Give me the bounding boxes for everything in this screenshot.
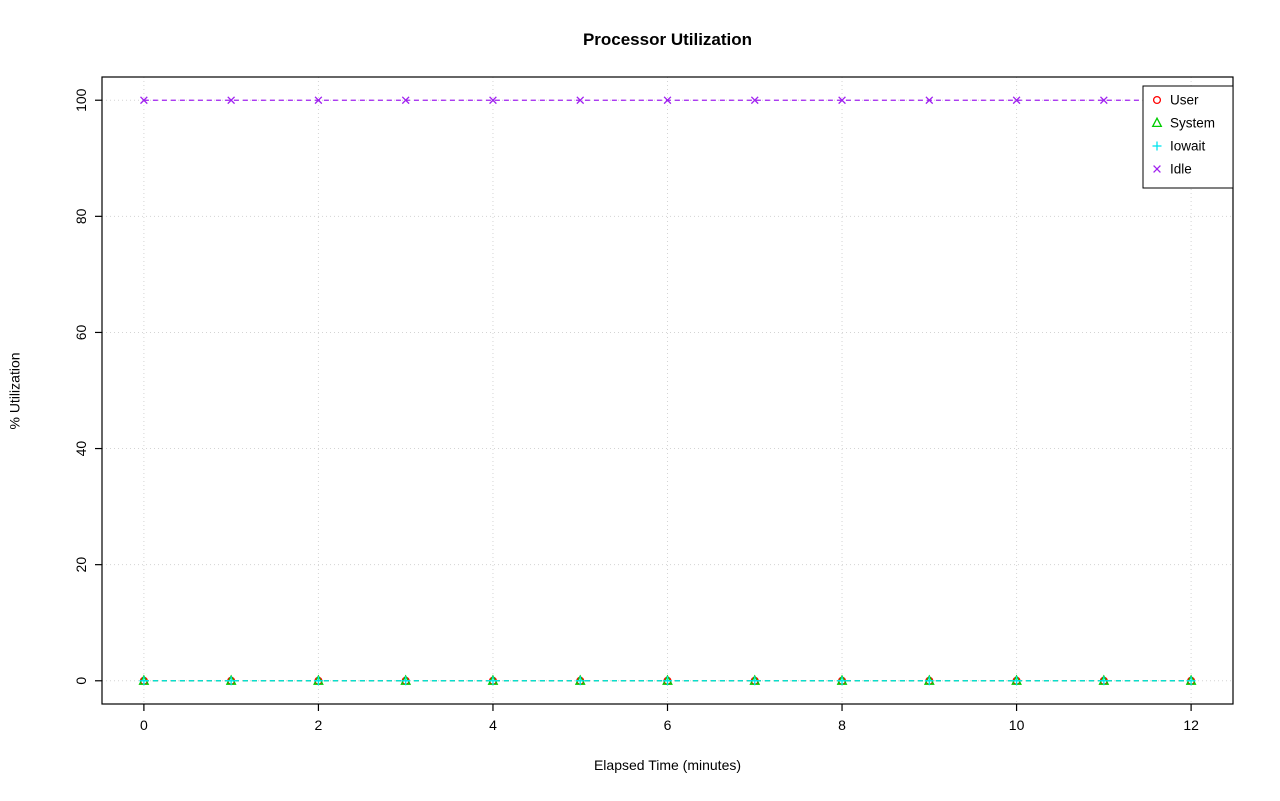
y-tick-label: 0 [73,677,89,685]
plot-grid [102,77,1233,704]
y-tick-label: 100 [73,88,89,112]
x-tick-label: 6 [664,717,672,733]
chart-title: Processor Utilization [582,30,753,49]
legend-label-iowait: Iowait [1170,139,1206,154]
legend-label-system: System [1170,116,1215,131]
y-tick-label: 80 [73,208,89,224]
series-idle [140,96,1195,105]
x-tick-label: 4 [489,717,497,733]
x-axis: 0 2 4 6 8 10 12 [140,704,1199,733]
x-tick-label: 8 [838,717,846,733]
y-tick-label: 40 [73,441,89,457]
legend-label-user: User [1170,93,1199,108]
x-tick-label: 0 [140,717,148,733]
y-axis: 0 20 40 60 80 100 [73,88,102,685]
legend: User System Iowait Idle [1142,85,1234,189]
x-axis-title: Elapsed Time (minutes) [593,757,742,773]
x-tick-label: 12 [1183,717,1199,733]
x-tick-label: 10 [1009,717,1025,733]
legend-label-idle: Idle [1170,162,1192,177]
y-tick-label: 60 [73,324,89,340]
y-tick-label: 20 [73,557,89,573]
series-iowait [139,676,1196,686]
x-tick-label: 2 [315,717,323,733]
